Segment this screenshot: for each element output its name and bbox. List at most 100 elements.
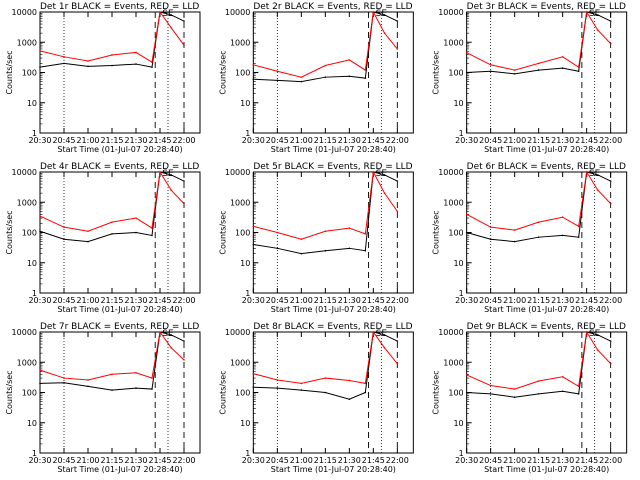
x-tick-label: 21:30	[338, 136, 361, 145]
lld-point	[63, 56, 65, 58]
lld-point	[39, 50, 41, 52]
x-tick-label: 21:00	[290, 136, 313, 145]
events-point	[87, 385, 89, 388]
y-tick-label: 10000	[225, 8, 250, 17]
x-tick-label: 22:00	[386, 136, 409, 145]
lld-series-line	[253, 170, 398, 240]
x-tick-label: 21:00	[290, 456, 313, 465]
lld-point	[151, 377, 153, 379]
events-point	[39, 230, 41, 233]
events-point	[537, 393, 540, 395]
events-point	[396, 180, 399, 182]
y-tick-label: 1000	[443, 358, 463, 367]
lld-point	[609, 202, 612, 205]
chart-panel-4: Det 4r BLACK = Events, RED = LLD 1 10 100 10…	[5, 162, 201, 314]
lld-point	[183, 44, 185, 46]
events-point	[609, 340, 612, 342]
x-tick-label: 21:30	[124, 456, 147, 465]
events-series-line	[466, 11, 611, 75]
events-point	[170, 174, 172, 176]
x-axis-label: Start Time (01-Jul-07 20:28:40)	[484, 145, 609, 154]
x-tick-label: 20:30	[28, 456, 51, 465]
y-axis-label: Counts/sec	[432, 50, 441, 94]
events-point	[300, 80, 303, 83]
y-tick-label: 10000	[12, 328, 37, 337]
y-axis-label: Counts/sec	[432, 210, 441, 254]
lld-point	[87, 230, 89, 233]
chart-title: Det 3r BLACK = Events, RED = LLD	[467, 2, 626, 12]
lld-point	[585, 171, 588, 173]
y-tick-label: 100	[235, 389, 250, 398]
lld-point	[383, 192, 386, 194]
lld-point	[63, 226, 65, 228]
events-point	[39, 382, 41, 385]
events-point	[561, 234, 564, 237]
x-tick-label: 21:45	[362, 136, 385, 145]
x-tick-label: 21:30	[338, 456, 361, 465]
lld-series-line	[253, 330, 398, 384]
x-tick-label: 21:45	[362, 456, 385, 465]
lld-point	[159, 171, 161, 173]
lld-point	[585, 11, 588, 13]
events-point	[324, 391, 327, 394]
lld-point	[276, 70, 279, 73]
lld-point	[252, 372, 255, 375]
chart-panel-1: Det 1r BLACK = Events, RED = LLD 1 10 100 10…	[5, 2, 201, 154]
y-tick-label: 10	[240, 259, 250, 268]
x-tick-label: 22:00	[172, 456, 195, 465]
chart-title: Det 1r BLACK = Events, RED = LLD	[40, 2, 199, 12]
events-point	[87, 240, 89, 243]
lld-point	[537, 221, 540, 223]
y-tick-label: 10	[453, 99, 463, 108]
y-tick-label: 1000	[230, 38, 250, 47]
x-tick-label: 20:30	[242, 296, 265, 305]
y-tick-label: 10000	[438, 328, 463, 337]
x-tick-label: 20:30	[28, 136, 51, 145]
lld-series-line	[39, 330, 185, 381]
lld-point	[348, 227, 351, 229]
lld-point	[513, 69, 516, 71]
events-point	[170, 334, 172, 336]
events-series-line	[253, 11, 398, 83]
x-tick-label: 20:30	[28, 296, 51, 305]
chart-title: Det 8r BLACK = Events, RED = LLD	[253, 322, 412, 332]
y-tick-label: 1000	[443, 38, 463, 47]
chart-panel-2: Det 2r BLACK = Events, RED = LLD 1 10 100 10…	[218, 2, 414, 154]
events-point	[111, 389, 113, 391]
events-point	[276, 387, 279, 389]
events-point	[183, 20, 185, 22]
chart-title: Det 9r BLACK = Events, RED = LLD	[467, 322, 626, 332]
lld-point	[577, 385, 580, 388]
lld-point	[300, 238, 303, 241]
events-point	[276, 79, 279, 82]
events-point	[383, 174, 386, 176]
y-tick-label: 1000	[17, 38, 37, 47]
events-point	[111, 64, 113, 67]
lld-point	[111, 54, 113, 56]
events-point	[537, 236, 540, 238]
events-point	[364, 77, 367, 79]
lld-point	[39, 215, 41, 217]
lld-point	[170, 27, 172, 29]
lld-point	[396, 210, 399, 213]
x-tick-label: 21:45	[148, 296, 171, 305]
lld-point	[489, 384, 492, 387]
y-tick-label: 100	[235, 69, 250, 78]
events-point	[348, 247, 351, 250]
lld-point	[159, 331, 161, 333]
events-point	[489, 238, 492, 241]
x-tick-label: 21:30	[124, 136, 147, 145]
events-point	[597, 334, 599, 336]
lld-point	[111, 373, 113, 376]
x-axis-label: Start Time (01-Jul-07 20:28:40)	[271, 145, 396, 154]
x-tick-label: 22:00	[599, 456, 622, 465]
events-point	[252, 243, 255, 246]
x-tick-label: 21:45	[148, 136, 171, 145]
x-tick-label: 20:45	[479, 456, 502, 465]
y-tick-label: 10	[240, 99, 250, 108]
events-point	[135, 231, 137, 234]
x-axis-label: Start Time (01-Jul-07 20:28:40)	[57, 145, 182, 154]
events-point	[383, 14, 386, 16]
x-tick-label: 21:00	[76, 136, 99, 145]
x-tick-label: 21:00	[503, 136, 526, 145]
